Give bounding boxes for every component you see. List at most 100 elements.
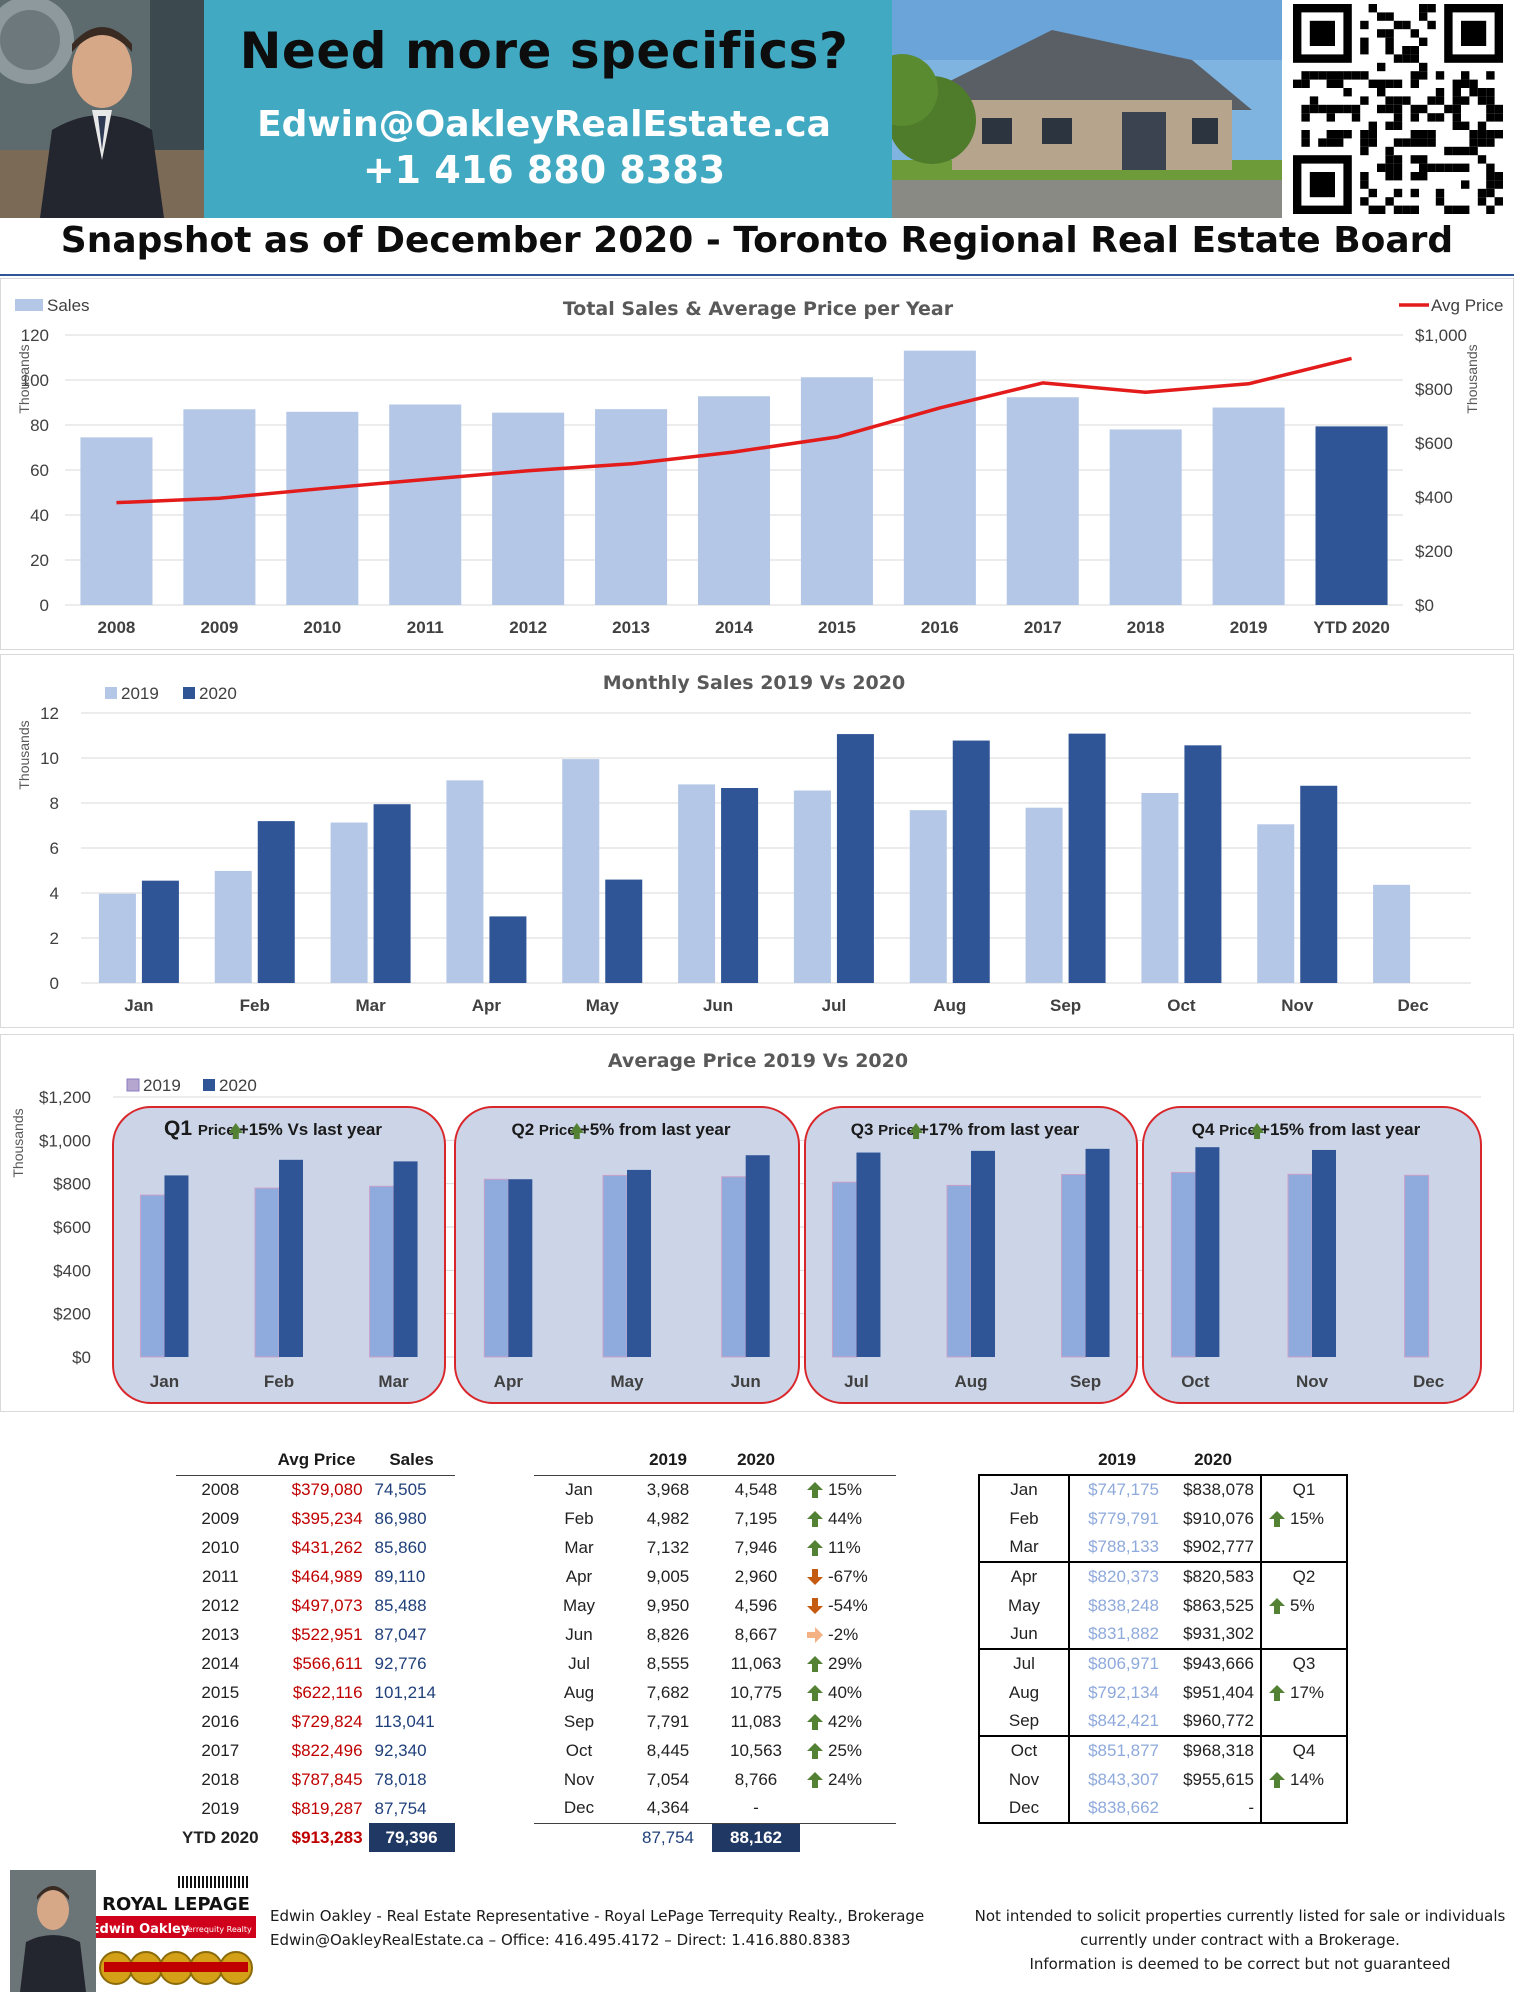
legend-swatch-sales [15,299,43,311]
qr-module [1419,104,1428,114]
qr-module [1385,37,1394,46]
year-cell: 2012 [201,1595,240,1615]
change-cell: 24% [800,1765,896,1794]
qr-module [1301,79,1310,88]
qr-code[interactable] [1282,0,1514,218]
qr-module [1486,88,1495,97]
x-tick-label: 2017 [1024,618,1062,637]
sales-bar-2019 [98,893,136,983]
table-row: 2019 $819,287 87,754 [176,1794,455,1823]
price-2020-cell: $910,076 [1165,1504,1262,1533]
price-2019-cell: $831,882 [1088,1624,1159,1643]
avg-price-cell: $729,824 [291,1711,363,1731]
change-percent: 15% [828,1479,863,1499]
x-tick-label: Feb [240,996,270,1015]
table-row: 2008 $379,080 74,505 [176,1475,455,1504]
qr-module [1486,163,1495,172]
quarter-change-cell: 5% [1261,1591,1348,1620]
x-tick-label: Jun [703,996,733,1015]
sales-2020-cell: 4,548 [734,1479,778,1499]
price-bar-2019 [369,1185,395,1358]
monthly-header-blank [534,1446,624,1475]
sales-bar-2019 [1257,824,1295,983]
qr-module [1385,197,1394,206]
sales-bar [80,437,153,605]
x-tick-label: 2008 [98,618,136,637]
qr-module [1461,205,1470,214]
avg-price-cell: $497,073 [291,1595,363,1615]
banner-email[interactable]: Edwin@OakleyRealEstate.ca [257,104,831,145]
legend-label-price: Avg Price [1431,296,1503,315]
sales-2019-cell: 8,826 [646,1624,690,1644]
qr-module [1469,79,1478,88]
qr-module [1410,113,1419,122]
qr-module [1301,138,1310,147]
qr-module [1393,163,1403,172]
qr-module [1419,130,1428,139]
table-row: Mar 7,132 7,946 11% [534,1533,896,1562]
sales-bar-2019 [1141,792,1179,983]
x-tick-label: Jul [822,996,847,1015]
qr-module [1368,138,1377,147]
year-cell: 2014 [201,1653,240,1673]
x-tick-label: 2009 [200,618,238,637]
change-percent: 24% [828,1769,863,1789]
footer-contact-line2[interactable]: Edwin@OakleyRealEstate.ca – Office: 416.… [270,1931,851,1949]
monthly-sales-chart: Monthly Sales 2019 Vs 2020 0 2 4 6 8 10 12 Thous… [0,654,1514,1028]
qr-module [1435,113,1445,122]
qr-module [1402,20,1411,30]
qr-module [1393,172,1403,181]
price-bar-2020 [1312,1149,1336,1357]
price-2019-cell: $792,134 [1088,1682,1159,1702]
up-arrow-icon [807,1540,823,1557]
y-tick-label: 8 [50,794,59,813]
x-tick-label: May [586,996,620,1015]
year-cell: 2019 [201,1798,240,1818]
price-bar-2019 [139,1194,165,1358]
qr-module [1461,121,1470,130]
qr-module [1368,79,1377,88]
y-tick-label: 6 [50,839,59,858]
table-row: 2010 $431,262 85,860 [176,1533,455,1562]
sales-2020-cell: 4,596 [734,1595,778,1615]
qr-module [1377,79,1386,88]
qr-module [1435,71,1445,80]
up-arrow-icon [228,1123,243,1139]
sales-bar-2020 [1300,785,1338,983]
sales-bar [389,404,462,605]
qr-module [1435,96,1445,105]
change-percent: 44% [828,1508,863,1528]
table-row: Mar $788,133 $902,777 [978,1533,1348,1562]
price-header-2019: 2019 [1098,1450,1136,1469]
x-tick-label: 2016 [921,618,959,637]
qr-module [1477,96,1487,105]
sales-bar-2020 [952,740,990,983]
quarter-label: Q2 Price +5% from last year [512,1120,731,1139]
sales-cell: 74,505 [374,1479,427,1499]
disclaimer-line1: Not intended to solicit properties curre… [974,1907,1506,1925]
qr-module [1377,62,1386,72]
qr-module [1444,104,1453,114]
sales-bar-2019 [909,810,947,983]
sales-2019-cell: 4,982 [646,1508,690,1528]
chart-title: Total Sales & Average Price per Year [563,298,954,320]
qr-module [1326,138,1335,147]
qr-module [1309,96,1319,105]
year-cell: 2011 [201,1566,239,1586]
qr-module [1427,130,1436,139]
qr-module [1461,71,1470,80]
y-tick-label: $400 [53,1261,91,1280]
qr-module [1393,188,1403,198]
legend-label-2020: 2020 [219,1076,257,1095]
banner-phone[interactable]: +1 416 880 8383 [362,148,726,192]
change-percent: 29% [828,1653,863,1673]
total-year-cell: YTD 2020 [182,1827,259,1847]
banner-headline: Need more specifics? [239,22,849,80]
qr-module [1377,12,1386,21]
sales-2020-cell: 8,766 [734,1769,778,1789]
month-cell: Sep [978,1707,1070,1736]
change-cell: 29% [800,1649,896,1678]
y-tick-label: 4 [50,884,59,903]
qr-module [1435,188,1445,198]
qr-module [1385,96,1394,105]
